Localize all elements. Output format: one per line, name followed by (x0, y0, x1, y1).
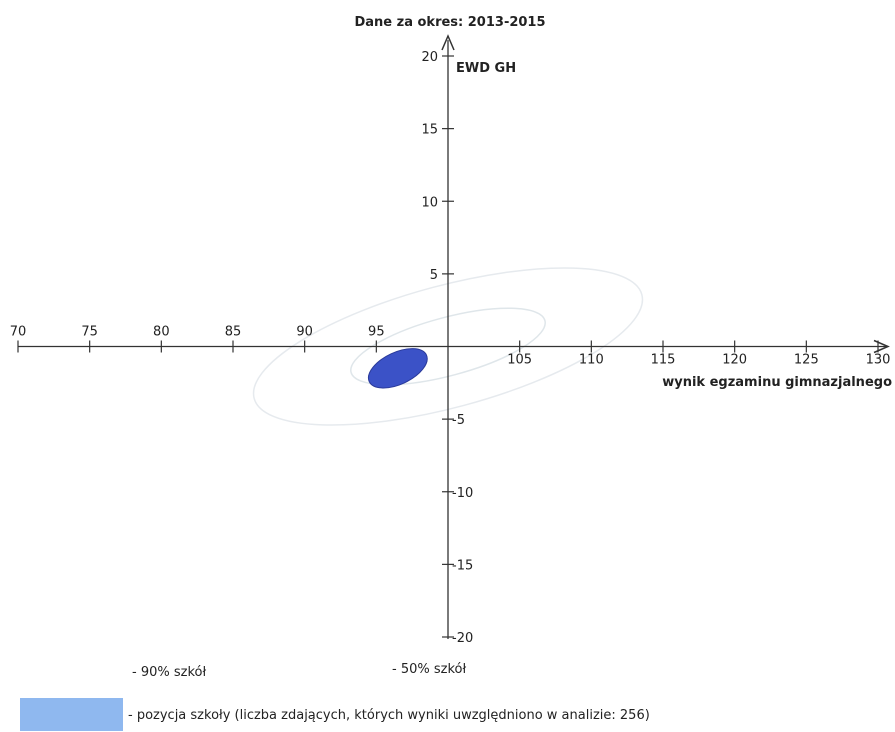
ellipse-layer (252, 267, 644, 426)
y-axis-arrow (441, 34, 455, 51)
x-tick-label: 95 (368, 325, 385, 340)
y-axis-title: EWD GH (456, 61, 516, 76)
y-tick-label: -10 (452, 486, 473, 501)
x-tick-label: 120 (722, 353, 747, 368)
y-tick-label: 5 (430, 268, 438, 283)
y-tick-label: 20 (421, 50, 438, 65)
y-tick-label: -5 (452, 413, 465, 428)
x-tick-label: 80 (153, 325, 170, 340)
y-tick-label: -20 (452, 631, 473, 646)
ellipse-school (367, 348, 428, 389)
x-tick-label: 70 (10, 325, 27, 340)
x-tick-label: 85 (225, 325, 242, 340)
y-tick-label: -15 (452, 558, 473, 573)
x-axis-title: wynik egzaminu gimnazjalnego (662, 375, 892, 390)
x-tick-label: 125 (794, 353, 819, 368)
legend-school-label: - pozycja szkoły (liczba zdających, któr… (128, 708, 650, 723)
x-tick-label: 75 (81, 325, 98, 340)
y-tick-label: 10 (421, 195, 438, 210)
x-tick-label: 90 (296, 325, 313, 340)
ellipse-50 (350, 307, 546, 386)
axes (18, 34, 890, 639)
legend-school-swatch (20, 698, 123, 731)
x-tick-label: 110 (579, 353, 604, 368)
chart-title: Dane za okres: 2013-2015 (354, 15, 545, 30)
y-tick-label: 15 (421, 123, 438, 138)
legend-90-label: - 90% szkół (132, 665, 207, 680)
x-tick-label: 115 (651, 353, 676, 368)
legend-50-label: - 50% szkół (392, 662, 467, 677)
ellipse-90 (252, 267, 644, 426)
x-tick-label: 130 (866, 353, 891, 368)
x-axis-arrow (873, 339, 890, 354)
x-tick-label: 105 (507, 353, 532, 368)
